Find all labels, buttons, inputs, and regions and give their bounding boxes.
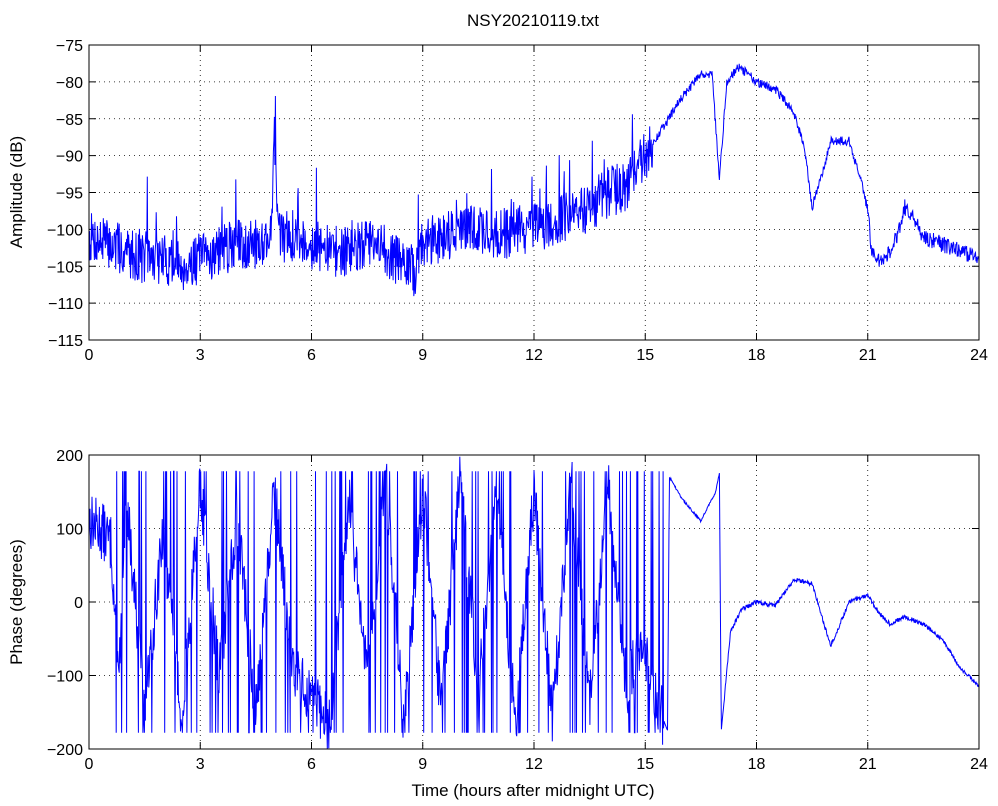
amplitude-x-tick-label: 9 — [418, 347, 427, 364]
phase-x-tick-labels: 0 3 6 9 12 15 18 21 24 — [85, 756, 988, 773]
amplitude-y-tick-label: −80 — [56, 75, 83, 92]
amplitude-x-tick-labels: 0 3 6 9 12 15 18 21 24 — [85, 347, 988, 364]
amplitude-y-tick-label: −75 — [56, 38, 83, 55]
phase-x-tick-label: 9 — [418, 756, 427, 773]
phase-x-tick-label: 24 — [970, 756, 988, 773]
amplitude-x-tick-label: 12 — [525, 347, 543, 364]
phase-y-tick-label: 100 — [56, 522, 83, 539]
phase-series-line — [88, 456, 980, 750]
amplitude-x-tick-label: 24 — [970, 347, 988, 364]
amplitude-x-tick-label: 18 — [748, 347, 766, 364]
amplitude-grid — [89, 45, 979, 340]
amplitude-y-tick-label: −110 — [48, 296, 83, 313]
phase-y-tick-label: −200 — [47, 742, 83, 759]
amplitude-y-axis-label: Amplitude (dB) — [7, 136, 26, 248]
amplitude-y-tick-labels: −75 −80 −85 −90 −95 −100 −105 −110 −115 — [47, 38, 83, 350]
phase-y-tick-label: 0 — [74, 595, 83, 612]
amplitude-x-tick-label: 21 — [859, 347, 877, 364]
phase-y-tick-label: 200 — [56, 448, 83, 465]
amplitude-x-tick-label: 0 — [85, 347, 94, 364]
amplitude-x-tick-label: 6 — [307, 347, 316, 364]
phase-x-tick-label: 6 — [307, 756, 316, 773]
phase-x-tick-label: 21 — [859, 756, 877, 773]
phase-x-tick-label: 3 — [196, 756, 205, 773]
phase-y-tick-label: −100 — [47, 669, 83, 686]
amplitude-y-tick-label: −105 — [47, 259, 83, 276]
phase-x-tick-label: 12 — [525, 756, 543, 773]
phase-axes-box — [88, 454, 980, 750]
amplitude-axes-box — [88, 44, 980, 341]
phase-grid — [89, 455, 979, 749]
phase-y-axis-label: Phase (degrees) — [7, 539, 26, 665]
phase-x-tick-label: 18 — [748, 756, 766, 773]
phase-x-axis-label: Time (hours after midnight UTC) — [411, 781, 654, 800]
chart-title: NSY20210119.txt — [467, 11, 599, 30]
amplitude-series-line — [88, 63, 980, 297]
amplitude-y-tick-label: −85 — [56, 112, 83, 129]
amplitude-y-tick-label: −115 — [48, 333, 83, 350]
amplitude-y-tick-label: −95 — [56, 186, 83, 203]
phase-y-tick-labels: 200 100 0 −100 −200 — [47, 448, 83, 759]
amplitude-panel: NSY20210119.txt 0 3 6 9 12 15 18 21 24 −75 −80 −85… — [7, 11, 988, 364]
phase-x-tick-label: 0 — [85, 756, 94, 773]
amplitude-x-tick-label: 3 — [196, 347, 205, 364]
phase-panel: 0 3 6 9 12 15 18 21 24 200 100 0 −100 −200 Phase (de… — [7, 448, 988, 800]
amplitude-y-tick-label: −100 — [47, 222, 83, 239]
amplitude-y-tick-label: −90 — [56, 149, 83, 166]
amplitude-x-tick-label: 15 — [636, 347, 654, 364]
phase-x-tick-label: 15 — [636, 756, 654, 773]
